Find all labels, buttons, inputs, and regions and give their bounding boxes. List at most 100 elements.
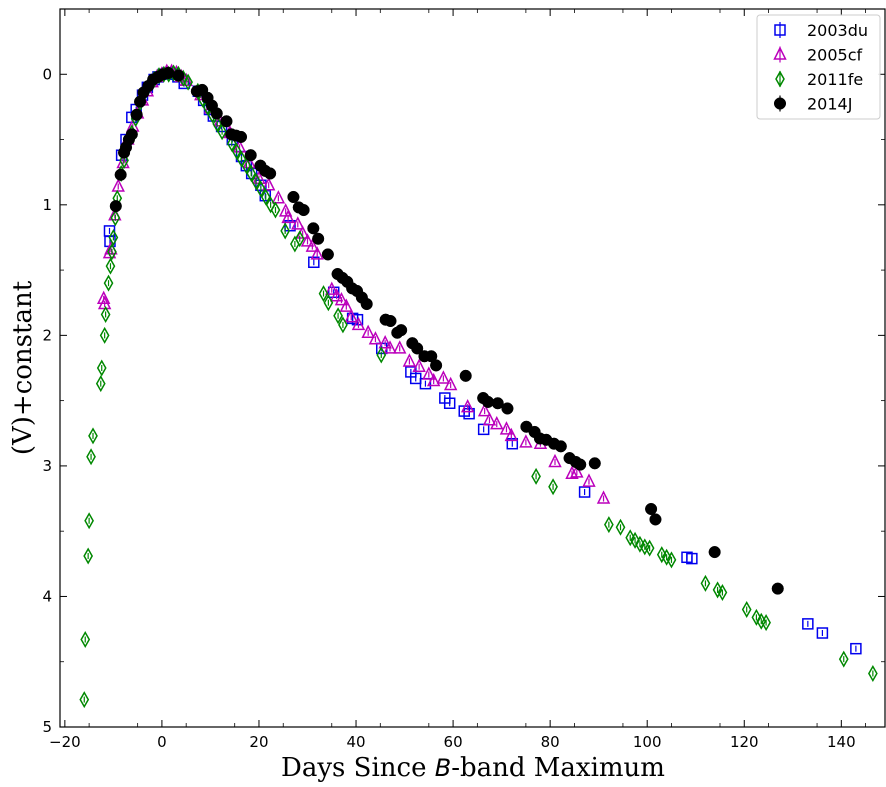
data-point-2011fe (741, 600, 752, 619)
data-point-2014J (430, 359, 443, 372)
data-point-2005cf (519, 434, 533, 448)
data-point-2005cf (334, 291, 349, 306)
data-point-2011fe (96, 359, 107, 377)
data-point-2005cf (305, 238, 320, 252)
data-point-2011fe (717, 584, 728, 602)
data-point-2005cf (443, 376, 458, 391)
legend-entry-2005cf: 2005cf (773, 46, 863, 65)
data-point-2014J (771, 582, 784, 595)
data-point-2011fe (107, 243, 117, 261)
data-point-2005cf (548, 453, 562, 468)
data-point-2014J (645, 502, 658, 516)
data-point-2011fe (110, 209, 121, 227)
x-tick-label: 140 (827, 733, 856, 751)
y-tick-label: 2 (42, 326, 52, 344)
data-point-2014J (321, 248, 334, 261)
x-tick-label: 80 (541, 733, 560, 751)
data-point-2014J (220, 115, 233, 128)
data-point-2014J (162, 66, 175, 80)
data-point-2003du (802, 618, 814, 630)
data-point-2005cf (596, 490, 611, 504)
data-point-2011fe (246, 164, 257, 182)
data-point-2005cf (482, 412, 497, 426)
data-point-2014J (384, 314, 397, 328)
data-point-2005cf (271, 190, 286, 204)
y-axis-label: (V)+constant (8, 280, 38, 455)
data-point-2005cf (261, 177, 276, 191)
data-point-2014J (459, 369, 472, 382)
data-point-2014J (411, 342, 424, 355)
data-point-2011fe (119, 151, 129, 169)
data-point-2011fe (108, 228, 119, 246)
data-point-2011fe (376, 346, 387, 364)
data-point-2003du (686, 552, 698, 565)
data-point-2005cf (460, 398, 475, 413)
data-point-2005cf (339, 298, 354, 312)
data-point-2011fe (86, 448, 96, 466)
data-point-2005cf (422, 366, 436, 380)
data-point-2011fe (79, 691, 90, 709)
data-point-2005cf (378, 335, 392, 349)
data-point-2011fe (661, 548, 672, 566)
series-2014J (109, 66, 784, 595)
data-point-2011fe (241, 157, 252, 175)
data-point-2011fe (270, 201, 281, 219)
data-point-2005cf (310, 246, 324, 260)
data-point-2011fe (80, 631, 91, 649)
data-point-2014J (708, 546, 721, 559)
plot-area (79, 63, 878, 709)
data-point-2014J (210, 107, 223, 120)
data-point-2005cf (412, 358, 426, 372)
data-point-2014J (360, 297, 373, 311)
data-point-2011fe (656, 546, 667, 564)
series-2003du (103, 67, 862, 655)
legend: 2003du 2005cf 2011fe 2014J (756, 14, 881, 120)
legend-marker-2011fe (775, 70, 785, 88)
data-point-2014J (114, 168, 127, 181)
data-point-2014J (588, 457, 601, 470)
legend-entry-2014J: 2014J (773, 95, 852, 114)
data-point-2014J (307, 222, 320, 235)
data-point-2003du (308, 256, 320, 269)
x-tick-label: 120 (730, 733, 759, 751)
data-point-2011fe (99, 326, 110, 344)
data-point-2003du (284, 219, 296, 232)
data-point-2014J (244, 149, 257, 162)
data-point-2005cf (436, 370, 451, 384)
data-point-2011fe (338, 316, 348, 334)
legend-entry-2003du: 2003du (774, 21, 868, 40)
x-tick-label: 100 (633, 733, 662, 751)
x-axis-label-em: B (435, 754, 451, 782)
data-point-2011fe (105, 257, 116, 275)
series-2011fe (79, 64, 878, 709)
y-tick-label: 4 (42, 587, 52, 605)
data-point-2003du (850, 642, 862, 655)
data-point-2011fe (318, 285, 329, 303)
legend-entry-2011fe: 2011fe (775, 70, 863, 89)
x-tick-label: 40 (346, 733, 365, 751)
data-point-2014J (312, 232, 325, 245)
data-point-2011fe (231, 142, 242, 160)
data-point-2014J (649, 513, 662, 526)
data-point-2014J (395, 324, 408, 337)
data-point-2014J (172, 69, 185, 82)
data-point-2011fe (333, 307, 343, 325)
data-point-2011fe (625, 529, 636, 547)
data-point-2011fe (84, 512, 94, 530)
data-point-2014J (554, 440, 567, 453)
legend-marker-2003du (774, 24, 786, 36)
data-point-2011fe (615, 518, 626, 536)
data-point-2005cf (477, 402, 492, 417)
x-tick-label: 0 (157, 733, 167, 751)
data-point-2005cf (111, 178, 125, 192)
data-point-2003du (443, 397, 456, 409)
data-point-2005cf (351, 316, 366, 331)
x-tick-label: 60 (444, 733, 463, 751)
data-point-2005cf (291, 216, 305, 230)
data-point-2011fe (95, 375, 106, 393)
data-point-2005cf (570, 464, 584, 478)
data-point-2011fe (88, 427, 98, 445)
legend-marker-2014J (773, 97, 787, 110)
x-axis-label-post: -band Maximum (451, 753, 665, 783)
data-point-2011fe (100, 305, 111, 323)
